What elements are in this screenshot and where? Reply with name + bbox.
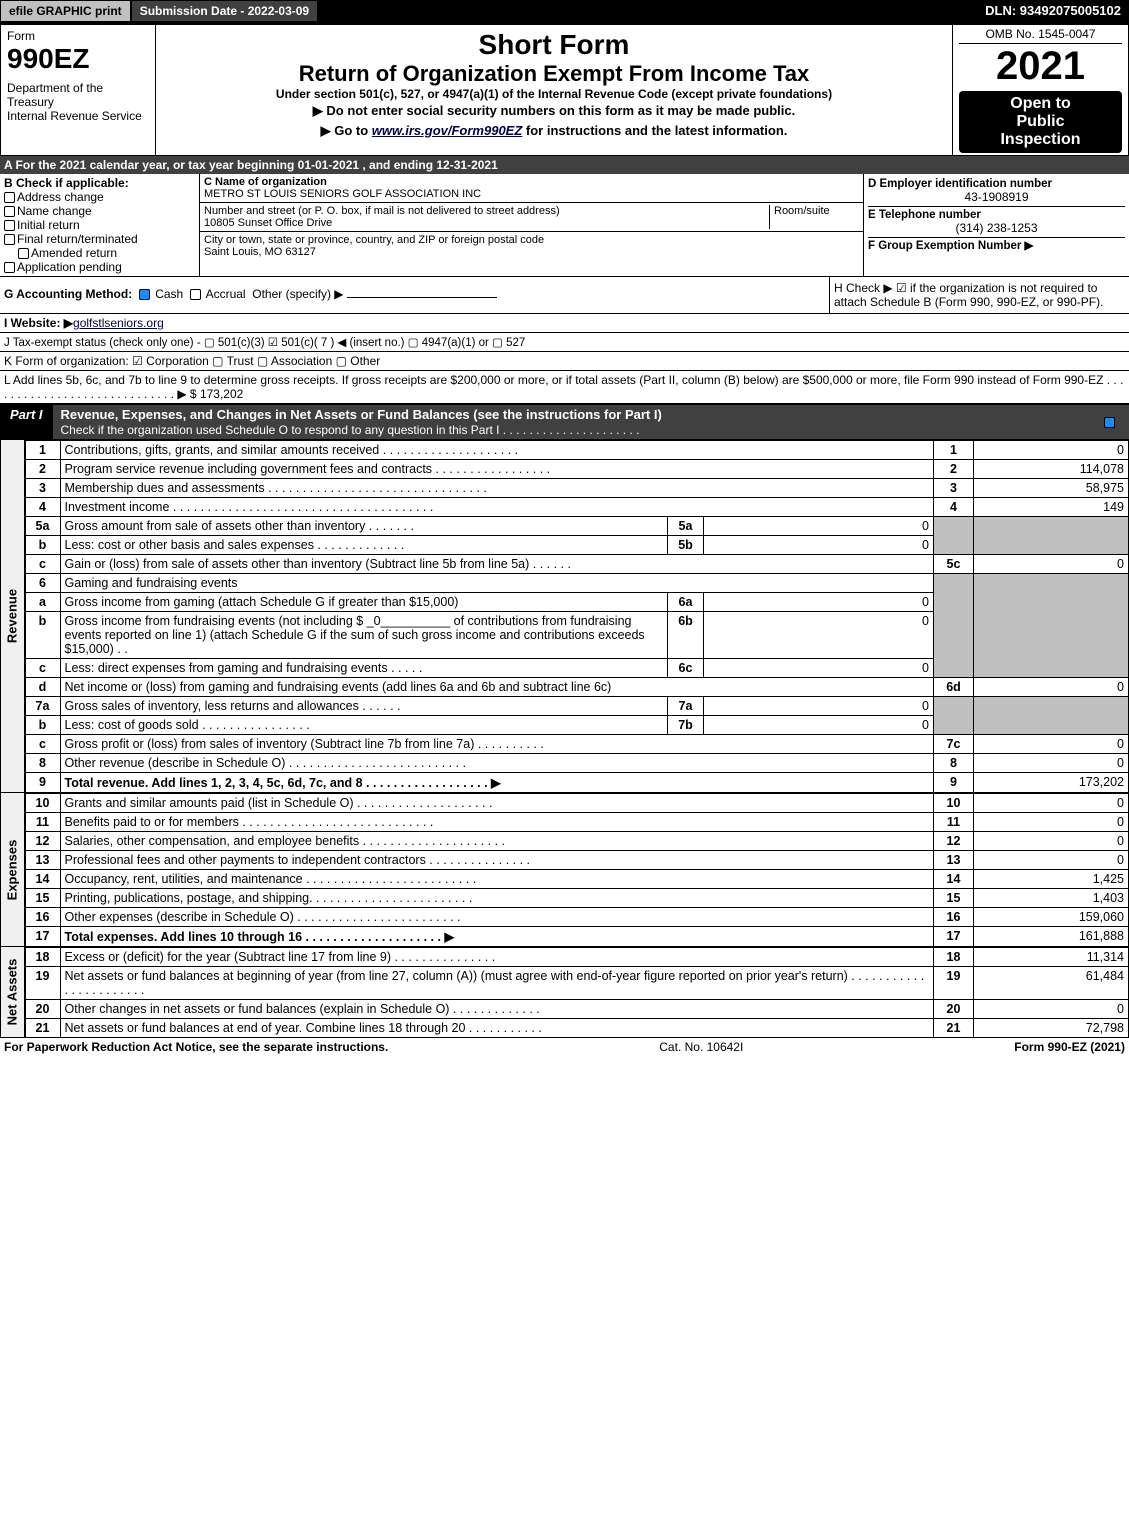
form-header: Form 990EZ Department of the Treasury In… bbox=[0, 24, 1129, 156]
city-label: City or town, state or province, country… bbox=[204, 234, 859, 246]
header-center: Short Form Return of Organization Exempt… bbox=[156, 25, 953, 155]
chk-cash[interactable] bbox=[139, 289, 150, 300]
chk-address-change[interactable]: Address change bbox=[4, 190, 195, 204]
D-ein-label: D Employer identification number bbox=[868, 178, 1125, 190]
chk-accrual[interactable] bbox=[190, 289, 201, 300]
C-name-label: C Name of organization bbox=[204, 176, 859, 188]
net-assets-table: 18Excess or (deficit) for the year (Subt… bbox=[25, 947, 1129, 1038]
dln-label: DLN: 93492075005102 bbox=[977, 0, 1129, 22]
short-form-title: Short Form bbox=[164, 29, 944, 61]
C-name-value: METRO ST LOUIS SENIORS GOLF ASSOCIATION … bbox=[204, 188, 859, 200]
form-word: Form bbox=[7, 29, 149, 43]
room-suite: Room/suite bbox=[769, 205, 859, 229]
omb-number: OMB No. 1545-0047 bbox=[959, 27, 1122, 44]
F-group-exemption: F Group Exemption Number ▶ bbox=[868, 238, 1125, 252]
under-section: Under section 501(c), 527, or 4947(a)(1)… bbox=[164, 87, 944, 101]
open-line3: Inspection bbox=[963, 131, 1118, 149]
B-label: B Check if applicable: bbox=[4, 176, 195, 190]
part-1-header: Part I Revenue, Expenses, and Changes in… bbox=[0, 404, 1129, 440]
open-line2: Public bbox=[963, 113, 1118, 131]
city-value: Saint Louis, MO 63127 bbox=[204, 246, 859, 258]
revenue-block: Revenue 1Contributions, gifts, grants, a… bbox=[0, 440, 1129, 793]
chk-amended-return[interactable]: Amended return bbox=[4, 246, 195, 260]
expenses-block: Expenses 10Grants and similar amounts pa… bbox=[0, 793, 1129, 947]
sidebar-net-assets: Net Assets bbox=[5, 959, 20, 1026]
net-assets-block: Net Assets 18Excess or (deficit) for the… bbox=[0, 947, 1129, 1038]
line-H: H Check ▶ ☑ if the organization is not r… bbox=[829, 277, 1129, 313]
chk-name-change[interactable]: Name change bbox=[4, 204, 195, 218]
instr-goto-post: for instructions and the latest informat… bbox=[522, 123, 787, 138]
street-value: 10805 Sunset Office Drive bbox=[204, 217, 769, 229]
E-phone-label: E Telephone number bbox=[868, 209, 1125, 221]
footer-right: Form 990-EZ (2021) bbox=[1014, 1040, 1125, 1054]
instr-goto: ▶ Go to www.irs.gov/Form990EZ for instru… bbox=[164, 121, 944, 141]
footer: For Paperwork Reduction Act Notice, see … bbox=[0, 1038, 1129, 1056]
line-K: K Form of organization: ☑ Corporation ▢ … bbox=[0, 352, 1129, 371]
section-G-H: G Accounting Method: Cash Accrual Other … bbox=[0, 277, 1129, 314]
chk-final-return[interactable]: Final return/terminated bbox=[4, 232, 195, 246]
instr-goto-pre: ▶ Go to bbox=[321, 123, 372, 138]
sidebar-expenses: Expenses bbox=[5, 839, 20, 900]
chk-application-pending[interactable]: Application pending bbox=[4, 260, 195, 274]
form-number: 990EZ bbox=[7, 43, 149, 75]
footer-left: For Paperwork Reduction Act Notice, see … bbox=[4, 1040, 388, 1054]
L-amount: 173,202 bbox=[200, 387, 243, 401]
line-G: G Accounting Method: Cash Accrual Other … bbox=[0, 277, 829, 313]
chk-initial-return[interactable]: Initial return bbox=[4, 218, 195, 232]
line-L: L Add lines 5b, 6c, and 7b to line 9 to … bbox=[0, 371, 1129, 404]
E-phone-value: (314) 238-1253 bbox=[868, 221, 1125, 235]
chk-schedule-o[interactable] bbox=[1104, 417, 1115, 428]
expenses-table: 10Grants and similar amounts paid (list … bbox=[25, 793, 1129, 947]
part-1-title: Revenue, Expenses, and Changes in Net As… bbox=[53, 405, 1129, 439]
irs-link[interactable]: www.irs.gov/Form990EZ bbox=[372, 123, 523, 138]
open-public-inspection: Open to Public Inspection bbox=[959, 91, 1122, 153]
line-A: A For the 2021 calendar year, or tax yea… bbox=[0, 156, 1129, 174]
header-right: OMB No. 1545-0047 2021 Open to Public In… bbox=[953, 25, 1128, 155]
part-1-tab: Part I bbox=[0, 405, 53, 439]
open-line1: Open to bbox=[963, 95, 1118, 113]
sidebar-revenue: Revenue bbox=[5, 589, 20, 643]
section-B-C-DEF: B Check if applicable: Address change Na… bbox=[0, 174, 1129, 277]
top-bar: efile GRAPHIC print Submission Date - 20… bbox=[0, 0, 1129, 24]
website-link[interactable]: golfstlseniors.org bbox=[73, 316, 164, 330]
col-B: B Check if applicable: Address change Na… bbox=[0, 174, 200, 276]
D-ein-value: 43-1908919 bbox=[868, 190, 1125, 204]
main-title: Return of Organization Exempt From Incom… bbox=[164, 61, 944, 87]
dept-treasury: Department of the Treasury Internal Reve… bbox=[7, 81, 149, 123]
col-DEF: D Employer identification number 43-1908… bbox=[864, 174, 1129, 276]
street-label: Number and street (or P. O. box, if mail… bbox=[204, 205, 769, 217]
line-J: J Tax-exempt status (check only one) - ▢… bbox=[0, 333, 1129, 352]
instr-ssn: ▶ Do not enter social security numbers o… bbox=[164, 101, 944, 121]
revenue-table: 1Contributions, gifts, grants, and simil… bbox=[25, 440, 1129, 793]
tax-year: 2021 bbox=[959, 44, 1122, 89]
footer-center: Cat. No. 10642I bbox=[659, 1040, 743, 1054]
col-C: C Name of organization METRO ST LOUIS SE… bbox=[200, 174, 864, 276]
efile-print-button[interactable]: efile GRAPHIC print bbox=[0, 0, 131, 22]
header-left: Form 990EZ Department of the Treasury In… bbox=[1, 25, 156, 155]
submission-date-button[interactable]: Submission Date - 2022-03-09 bbox=[131, 0, 318, 22]
line-I: I Website: ▶golfstlseniors.org bbox=[0, 314, 1129, 333]
